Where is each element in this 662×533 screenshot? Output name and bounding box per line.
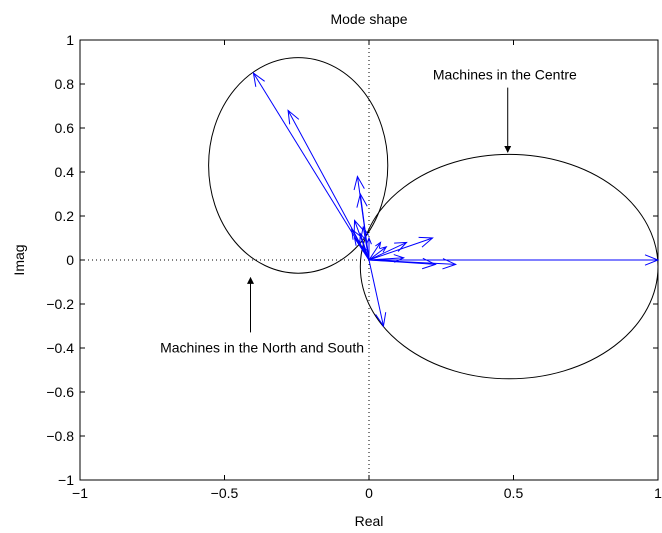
vector-head bbox=[379, 245, 388, 253]
vector-shaft bbox=[368, 259, 384, 327]
vector-head bbox=[366, 236, 372, 245]
x-tick-label: 0 bbox=[365, 485, 373, 501]
y-tick-label: 1 bbox=[66, 32, 74, 48]
vector-head bbox=[359, 232, 367, 242]
vector-shaft bbox=[368, 259, 456, 265]
annotations: Machines in the Centre Machines in the No… bbox=[160, 67, 577, 356]
mode-vector bbox=[368, 245, 388, 261]
vector-shaft bbox=[252, 72, 370, 261]
vector-head bbox=[353, 175, 365, 191]
vector-head bbox=[252, 71, 265, 87]
vector-head bbox=[356, 192, 368, 208]
mode-vector bbox=[368, 241, 382, 261]
mode-vectors bbox=[252, 71, 660, 328]
vector-head bbox=[353, 236, 362, 246]
x-axis-label: Real bbox=[355, 513, 384, 529]
x-tick-label: −1 bbox=[72, 485, 88, 501]
vector-head bbox=[442, 258, 458, 270]
vector-head bbox=[287, 109, 300, 125]
mode-vector bbox=[360, 225, 370, 261]
vector-shaft bbox=[354, 237, 370, 261]
y-tick-label: −0.6 bbox=[46, 384, 74, 400]
ellipse-2 bbox=[359, 153, 659, 380]
vector-head bbox=[375, 241, 382, 249]
y-tick-label: 0.2 bbox=[55, 208, 75, 224]
mode-vector bbox=[362, 245, 370, 261]
mode-vector bbox=[368, 241, 408, 261]
vector-shaft bbox=[368, 241, 407, 261]
mode-vector bbox=[353, 236, 370, 261]
y-tick-label: −0.2 bbox=[46, 296, 74, 312]
ellipse-1 bbox=[208, 57, 389, 274]
axis-ticks: −1 −0.5 0 0.5 1 −1 −0.8 −0.6 −0.4 −0.2 0 0.2 0.4 0.6 0… bbox=[46, 32, 662, 501]
annotation-label-1: Machines in the Centre bbox=[433, 67, 577, 83]
x-tick-label: 1 bbox=[654, 485, 662, 501]
mode-vector bbox=[368, 258, 458, 270]
vector-shaft bbox=[368, 242, 381, 261]
vector-head bbox=[375, 312, 387, 328]
ellipses bbox=[208, 57, 659, 380]
vector-head bbox=[394, 241, 408, 252]
vector-head bbox=[350, 228, 361, 240]
y-tick-label: 0.6 bbox=[55, 120, 75, 136]
vector-head bbox=[353, 219, 364, 234]
vector-head bbox=[360, 225, 369, 237]
mode-vector bbox=[369, 254, 660, 266]
y-tick-label: −0.4 bbox=[46, 340, 74, 356]
mode-vector bbox=[368, 259, 387, 328]
y-tick-label: 0 bbox=[66, 252, 74, 268]
vector-head bbox=[362, 245, 368, 252]
x-tick-label: −0.5 bbox=[211, 485, 239, 501]
annotation-label-2: Machines in the North and South bbox=[160, 339, 364, 355]
y-tick-label: 0.4 bbox=[55, 164, 75, 180]
vector-shaft bbox=[368, 246, 387, 261]
chart-title: Mode shape bbox=[330, 11, 407, 27]
mode-vector bbox=[366, 236, 372, 260]
vector-head bbox=[644, 254, 660, 266]
y-tick-label: −0.8 bbox=[46, 428, 74, 444]
mode-vector bbox=[252, 71, 370, 261]
y-axis-label: Imag bbox=[11, 244, 27, 275]
vector-shaft bbox=[362, 246, 370, 261]
vector-shaft bbox=[362, 226, 370, 261]
vector-head bbox=[393, 254, 406, 263]
vector-head bbox=[418, 236, 434, 248]
y-tick-label: 0.8 bbox=[55, 76, 75, 92]
x-tick-label: 0.5 bbox=[504, 485, 524, 501]
y-tick-label: −1 bbox=[58, 472, 74, 488]
